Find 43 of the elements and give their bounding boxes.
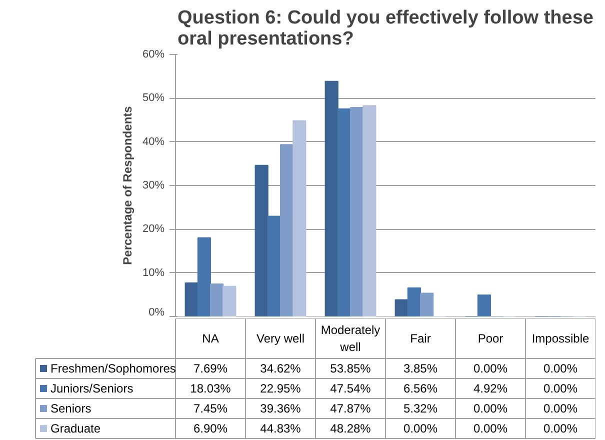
legend-label: Graduate [50,422,101,436]
data-label: 6.56% [403,382,438,396]
y-tick-label: 0% [148,306,165,318]
data-label: 22.95% [260,382,302,396]
data-label: 0.00% [473,362,508,376]
legend-label: Freshmen/Sophomores [50,362,176,376]
data-label: 3.85% [403,362,438,376]
y-tick-label: 40% [142,136,165,148]
data-label: 0.00% [473,422,508,436]
data-label: 0.00% [403,422,438,436]
data-label: 0.00% [543,382,578,396]
x-tick-label: NA [202,332,219,346]
y-tick-label: 60% [142,48,165,60]
data-label: 0.00% [543,362,578,376]
y-axis-title: Percentage of Respondents [120,106,134,265]
y-tick-label: 50% [142,92,165,104]
y-tick-label: 10% [142,266,165,279]
x-tick-label: Very well [256,332,305,346]
x-tick-label: Moderately well [320,323,380,354]
chart-title: Question 6: Could you effectively follow these oral presentations? [178,8,594,50]
data-label: 44.83% [260,422,302,436]
data-label: 39.36% [260,402,302,416]
x-tick-label: Poor [478,332,504,346]
data-label: 34.62% [260,362,302,376]
x-tick-label: Impossible [532,332,590,346]
data-label: 6.90% [193,422,228,436]
data-label: 5.32% [403,402,438,416]
data-label: 7.69% [193,362,228,376]
legend-label: Juniors/Seniors [50,382,134,396]
data-label: 4.92% [473,382,508,396]
data-label: 47.87% [330,402,372,416]
data-label: 0.00% [473,402,508,416]
data-label: 0.00% [543,422,578,436]
legend-label: Seniors [50,402,92,416]
data-label: 53.85% [330,362,372,376]
data-label: 48.28% [330,422,372,436]
data-label: 7.45% [193,402,228,416]
data-label: 18.03% [190,382,232,396]
data-label: 47.54% [330,382,372,396]
x-tick-label: Fair [410,332,431,346]
y-tick-label: 20% [142,223,165,236]
data-label: 0.00% [543,402,578,416]
y-tick-label: 30% [142,180,165,192]
